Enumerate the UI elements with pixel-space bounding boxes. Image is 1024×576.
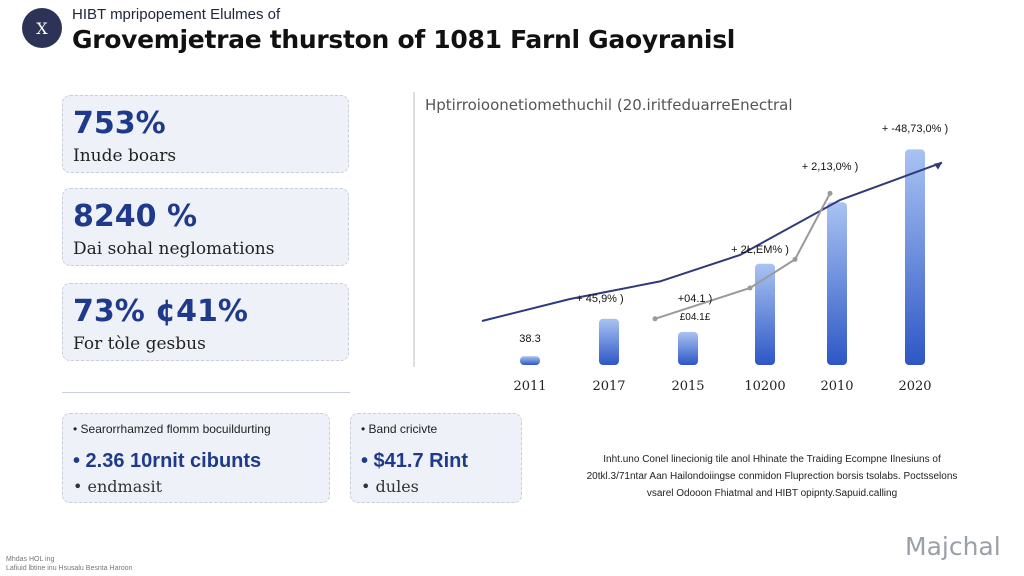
- stat-card-1: 753% Inude boars: [62, 95, 349, 173]
- watermark: Majchal: [905, 532, 1001, 561]
- data-label: +04.1 ): [678, 293, 713, 305]
- stat-card-2: 8240 % Dai sohal neglomations: [62, 188, 349, 266]
- bar-line-chart: 2011 2017 2015 10200 2010 2020 38.3 + 45,9% ) +0…: [413, 92, 948, 394]
- x-tick-label: 2011: [513, 379, 546, 394]
- info-sub: • dules: [361, 477, 419, 496]
- series-line: [481, 161, 943, 322]
- footer-line: Mhdas HOL ing: [6, 556, 55, 563]
- brand-logo: X: [22, 8, 62, 48]
- info-value: • $41.7 Rint: [361, 450, 469, 472]
- info-sub: • endmasit: [73, 477, 163, 496]
- footnote-line: vsarel Odooon Fhiatmal and HIBT opipnty.…: [646, 488, 898, 499]
- x-tick-label: 2015: [671, 379, 704, 394]
- stat-value: 73% ¢41%: [73, 294, 248, 329]
- data-sublabel: £04.1£: [680, 312, 711, 323]
- footer-line: Lafiuid lbtine inu Hsusalu Besnta Haroon: [6, 565, 133, 572]
- stat-label: Inude boars: [73, 146, 177, 166]
- footer-credits: Mhdas HOL ing Lafiuid lbtine inu Hsusalu…: [6, 555, 132, 573]
- data-label: + -48,73,0% ): [882, 123, 948, 135]
- series-point: [792, 256, 798, 262]
- stat-value: 8240 %: [73, 199, 197, 234]
- series-point: [827, 190, 833, 196]
- x-tick-label: 2010: [820, 379, 853, 394]
- bar: [755, 263, 775, 365]
- bar: [520, 356, 540, 365]
- series-point: [652, 316, 658, 322]
- section-divider: [62, 392, 350, 393]
- stat-label: For tòle gesbus: [73, 334, 206, 354]
- data-label: + 2,13,0% ): [802, 161, 859, 173]
- page-title: Grovemjetrae thurston of 1081 Farnl Gaoy…: [72, 25, 736, 54]
- bar: [827, 202, 847, 365]
- x-tick-label: 10200: [744, 379, 785, 394]
- footnote-line: 20tkl.3/71ntar Aan Hailondoiingse conmid…: [586, 471, 958, 482]
- series-line: [654, 192, 831, 320]
- info-heading: • Band cricivte: [361, 422, 438, 436]
- data-label: 38.3: [519, 333, 540, 345]
- chart-title: Hptirroioonetiomethuchil (20.iritfeduarr…: [425, 96, 793, 114]
- stat-label: Dai sohal neglomations: [73, 239, 275, 259]
- logo-mark: X: [36, 18, 48, 38]
- bar: [599, 318, 619, 365]
- page-kicker: HIBT mpripopement Elulmes of: [72, 6, 281, 23]
- info-heading: • Searorrhamzed flomm bocuildurting: [73, 422, 271, 436]
- info-card-2: • Band cricivte • $41.7 Rint • dules: [350, 413, 522, 503]
- info-value: • 2.36 10rnit cibunts: [73, 450, 262, 472]
- info-card-1: • Searorrhamzed flomm bocuildurting • 2.…: [62, 413, 330, 503]
- bar: [678, 332, 698, 365]
- x-tick-label: 2017: [592, 379, 625, 394]
- data-label: + 45,9% ): [576, 293, 623, 305]
- data-label: + 2Ł,EM% ): [731, 244, 789, 256]
- series-point: [747, 285, 753, 291]
- footnote: Inht.uno Conel linecionig tile anol Hhin…: [552, 451, 992, 502]
- footnote-line: Inht.uno Conel linecionig tile anol Hhin…: [603, 454, 941, 465]
- bar: [905, 149, 925, 365]
- stat-card-3: 73% ¢41% For tòle gesbus: [62, 283, 349, 361]
- stat-value: 753%: [73, 106, 166, 141]
- arrow-head: [934, 162, 942, 170]
- x-tick-label: 2020: [898, 379, 931, 394]
